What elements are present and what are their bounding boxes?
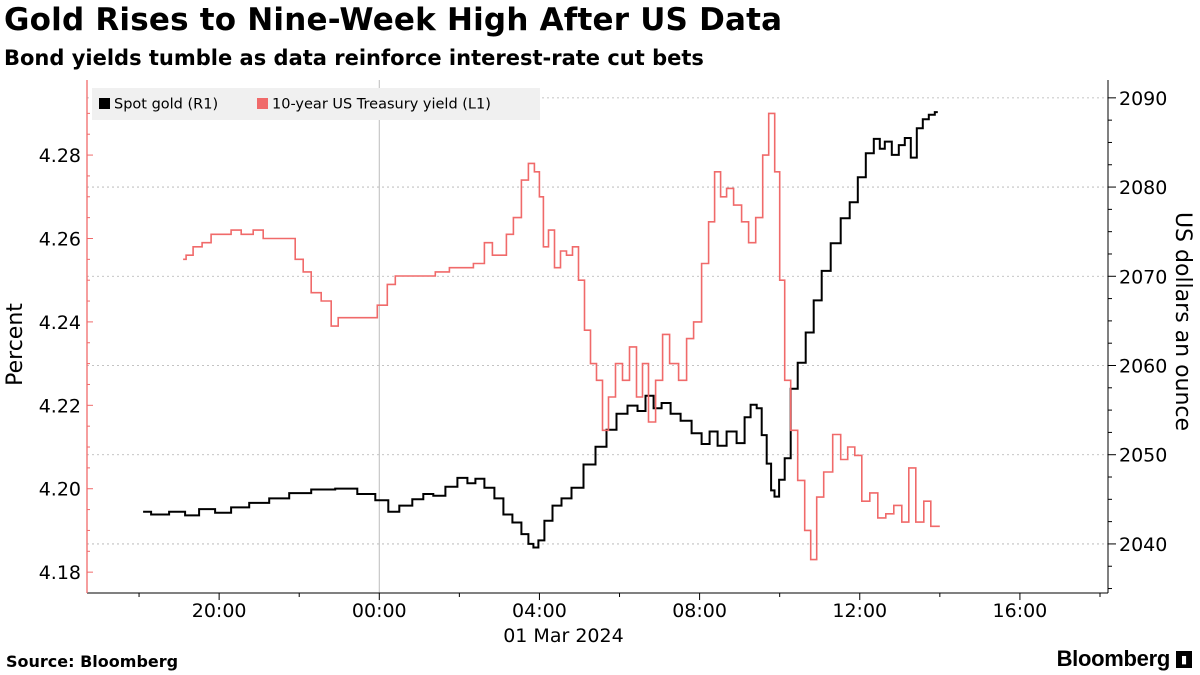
- x-axis-tick-label: 04:00: [512, 600, 567, 622]
- x-axis-tick-label: 08:00: [672, 600, 727, 622]
- x-axis-tick-label: 20:00: [192, 600, 247, 622]
- source-note: Source: Bloomberg: [6, 652, 179, 671]
- left-axis-tick-label: 4.20: [39, 479, 81, 501]
- axes: [86, 80, 1109, 594]
- bloomberg-chart-icon: ▮: [1176, 650, 1192, 668]
- right-axis-label: US dollars an ounce: [1170, 212, 1195, 431]
- right-axis-tick-label: 2090: [1119, 88, 1167, 110]
- left-axis-ticks: 4.18 4.20 4.22 4.24 4.26 4.28: [39, 112, 93, 584]
- legend-label-gold: Spot gold (R1): [114, 97, 218, 113]
- right-axis-tick-label: 2080: [1119, 177, 1167, 199]
- x-axis-tick-label: 16:00: [993, 600, 1048, 622]
- right-axis-tick-label: 2050: [1119, 445, 1167, 467]
- right-axis-tick-label: 2070: [1119, 266, 1167, 288]
- x-axis-ticks: 20:00 00:00 04:00 08:00 12:00 16:00: [138, 593, 1101, 622]
- series-lines: [143, 111, 940, 561]
- right-axis-ticks: 2040 2050 2060 2070 2080 2090: [1108, 88, 1167, 590]
- x-axis-date-label: 01 Mar 2024: [503, 625, 623, 647]
- left-axis-tick-label: 4.26: [39, 228, 81, 250]
- chart-title: Gold Rises to Nine-Week High After US Da…: [4, 2, 783, 38]
- left-axis-tick-label: 4.22: [39, 395, 81, 417]
- legend-background: [92, 88, 540, 120]
- legend-swatch-yield: [257, 98, 268, 109]
- left-axis-tick-label: 4.18: [39, 562, 81, 584]
- gridlines: [87, 80, 1108, 593]
- series-line-spot-gold: [143, 111, 938, 549]
- right-axis-tick-label: 2040: [1119, 534, 1167, 556]
- legend-label-yield: 10-year US Treasury yield (L1): [272, 97, 491, 113]
- left-axis-tick-label: 4.28: [39, 145, 81, 167]
- x-axis-tick-label: 00:00: [352, 600, 407, 622]
- right-axis-tick-label: 2060: [1119, 355, 1167, 377]
- legend: Spot gold (R1) 10-year US Treasury yield…: [92, 88, 540, 120]
- left-axis-tick-label: 4.24: [39, 312, 81, 334]
- brand-logo: Bloomberg ▮: [1057, 646, 1192, 672]
- left-axis-label: Percent: [3, 303, 28, 386]
- legend-swatch-gold: [99, 98, 110, 109]
- chart-subtitle: Bond yields tumble as data reinforce int…: [4, 46, 704, 70]
- series-line-treasury-yield: [183, 112, 940, 561]
- brand-wordmark: Bloomberg: [1056, 646, 1171, 671]
- x-axis-tick-label: 12:00: [832, 600, 887, 622]
